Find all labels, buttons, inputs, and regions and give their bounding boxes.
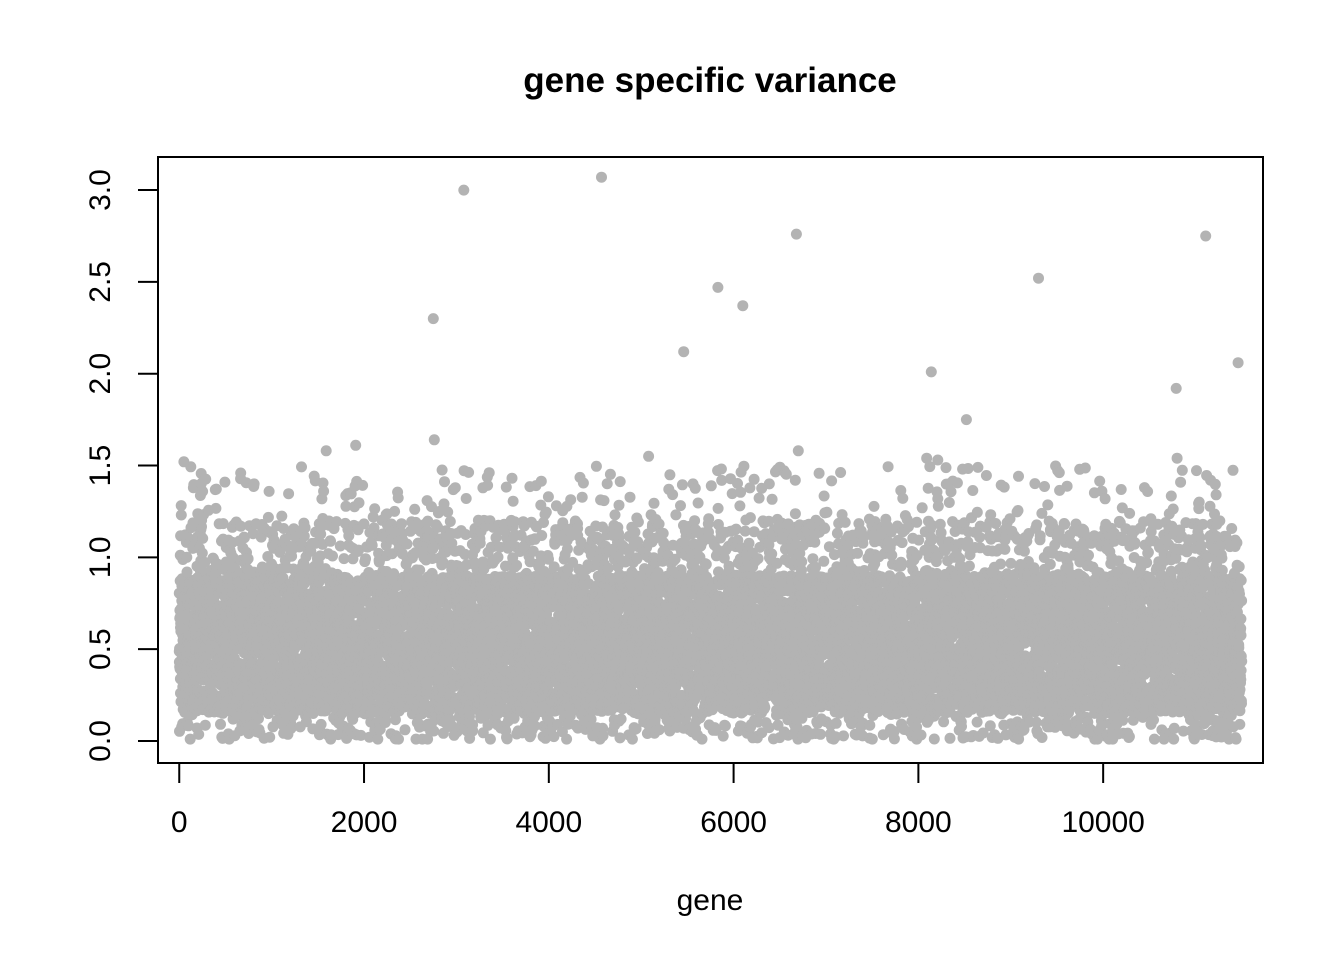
data-point: [414, 564, 426, 576]
data-point: [360, 553, 371, 565]
data-point: [442, 506, 454, 518]
data-point: [536, 530, 548, 541]
data-point: [379, 717, 391, 728]
data-point: [175, 509, 187, 521]
data-point: [248, 478, 260, 490]
data-point: [492, 551, 504, 563]
data-point: [235, 520, 247, 532]
data-point: [262, 511, 274, 523]
data-point: [565, 494, 577, 506]
data-point: [217, 518, 229, 530]
data-point: [401, 538, 413, 550]
data-point: [629, 526, 641, 538]
data-point: [626, 733, 638, 745]
data-point: [199, 719, 211, 731]
data-point: [484, 733, 496, 745]
data-point: [598, 495, 610, 507]
data-point: [436, 464, 448, 476]
data-point: [463, 466, 475, 478]
data-point: [357, 479, 369, 491]
data-point: [210, 483, 222, 495]
data-points: [173, 171, 1248, 745]
data-point: [389, 505, 401, 517]
data-point: [318, 485, 330, 497]
data-point: [369, 503, 381, 515]
data-point: [325, 535, 336, 547]
data-point: [396, 518, 407, 530]
data-point: [219, 476, 231, 488]
data-point: [392, 492, 404, 504]
data-point: [184, 733, 196, 745]
data-point: [601, 478, 613, 490]
data-point: [597, 730, 609, 742]
data-point: [296, 461, 307, 473]
data-point: [576, 491, 588, 503]
data-point: [609, 509, 621, 521]
data-point: [315, 718, 327, 730]
data-point: [175, 500, 187, 512]
data-point: [535, 475, 547, 487]
data-point: [439, 476, 450, 488]
data-point: [590, 460, 602, 472]
data-point: [604, 468, 616, 480]
data-point: [444, 516, 456, 527]
data-point: [409, 503, 421, 515]
data-point: [511, 559, 523, 571]
data-point: [482, 479, 494, 491]
data-point: [193, 728, 205, 740]
data-point: [467, 725, 479, 737]
data-point: [577, 477, 589, 489]
data-point: [561, 543, 573, 555]
data-point: [215, 718, 226, 730]
data-point: [183, 720, 194, 732]
data-point: [210, 502, 222, 514]
data-point: [561, 733, 573, 745]
data-point: [199, 556, 211, 568]
data-point: [399, 724, 411, 736]
data-point: [229, 562, 241, 574]
data-point: [474, 537, 486, 549]
data-point: [196, 547, 208, 559]
data-point: [506, 472, 518, 484]
data-point: [253, 713, 264, 725]
data-point: [632, 516, 644, 528]
data-point: [327, 550, 338, 562]
data-point: [235, 467, 247, 479]
data-point: [624, 491, 636, 503]
data-point: [615, 713, 627, 725]
data-point: [181, 551, 193, 563]
data-point: [197, 532, 209, 544]
data-point: [264, 731, 276, 743]
data-point: [501, 733, 513, 745]
data-point: [263, 485, 275, 497]
data-point: [428, 725, 440, 737]
data-point: [181, 566, 193, 578]
data-point: [343, 530, 355, 542]
data-point: [449, 482, 461, 494]
data-point: [299, 522, 311, 534]
chart-title: gene specific variance: [523, 61, 897, 100]
data-point: [602, 562, 614, 574]
data-point: [540, 506, 552, 518]
data-point: [614, 476, 626, 488]
data-point: [197, 485, 209, 497]
data-point: [507, 495, 519, 507]
data-point: [393, 733, 404, 745]
data-point: [255, 531, 267, 543]
data-point: [283, 488, 295, 500]
data-point: [353, 497, 365, 509]
data-point: [200, 473, 212, 485]
data-point: [460, 493, 472, 504]
data-point: [242, 553, 254, 565]
data-point: [276, 510, 288, 522]
data-point: [483, 467, 495, 479]
data-point: [542, 491, 554, 503]
data-point: [285, 722, 297, 734]
data-point: [238, 532, 250, 544]
data-point: [613, 499, 625, 511]
